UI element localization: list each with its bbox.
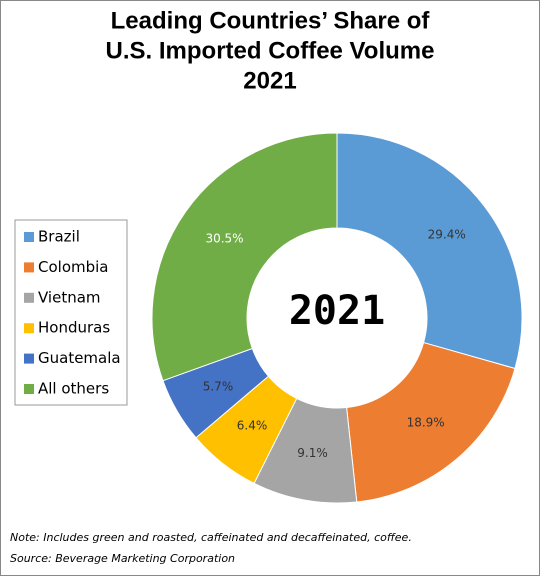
legend-swatch: [24, 292, 34, 303]
legend-label: Guatemala: [38, 349, 121, 367]
legend-label: Brazil: [38, 228, 80, 246]
legend-box: [14, 219, 128, 406]
data-label: 18.9%: [407, 416, 445, 430]
data-label: 9.1%: [297, 446, 328, 460]
legend-swatch: [24, 384, 34, 394]
center-label: 2021: [289, 288, 385, 334]
legend-label: All others: [38, 380, 109, 398]
donut-segment: [151, 132, 338, 382]
source: Source: Beverage Marketing Corporation: [10, 552, 235, 565]
chart-title: U.S. Imported Coffee Volume: [106, 37, 435, 64]
data-label: 30.5%: [205, 231, 243, 245]
chart-title: Leading Countries’ Share of: [111, 7, 431, 34]
legend-label: Colombia: [38, 258, 109, 276]
note: Note: Includes green and roasted, caffei…: [10, 531, 412, 544]
donut-segment: [336, 132, 523, 370]
legend-label: Vietnam: [38, 288, 101, 306]
donut-segment: [346, 341, 516, 503]
legend-swatch: [24, 232, 34, 242]
data-label: 6.4%: [237, 419, 268, 433]
chart-title: 2021: [243, 67, 296, 94]
legend-swatch: [24, 353, 34, 364]
legend-label: Honduras: [38, 319, 110, 337]
legend-swatch: [24, 262, 34, 273]
data-label: 29.4%: [428, 228, 466, 242]
legend-swatch: [24, 323, 34, 334]
data-label: 5.7%: [203, 379, 234, 393]
